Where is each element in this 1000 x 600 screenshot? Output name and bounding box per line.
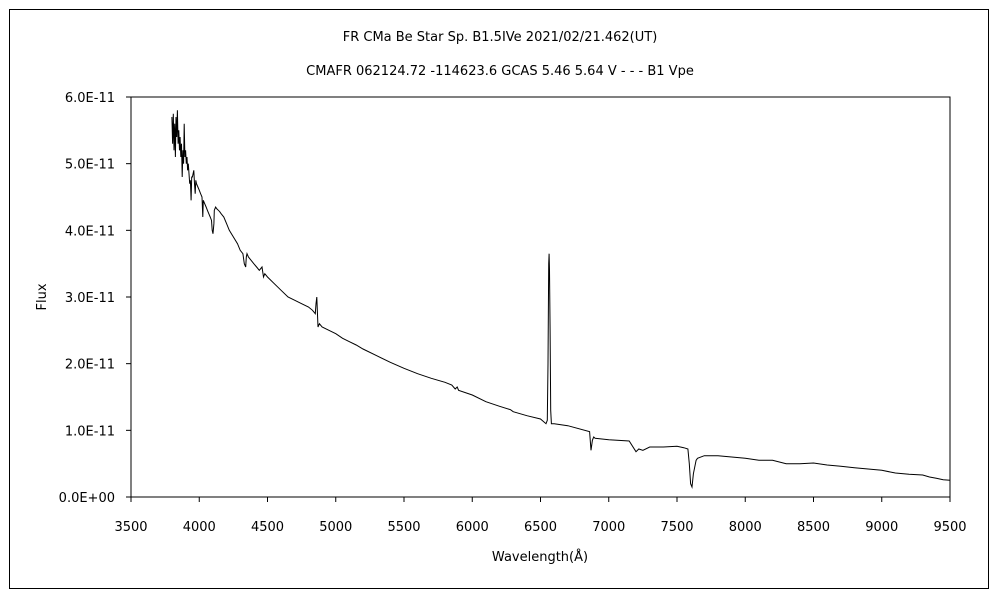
x-tick-label: 6000: [456, 520, 489, 535]
y-tick-label: 4.0E-11: [65, 224, 115, 239]
x-tick-label: 3500: [114, 520, 147, 535]
x-tick-label: 8500: [797, 520, 830, 535]
x-axis-ticks: 3500 4000 4500 5000 5500 6000 6500 7000 7500 8000…: [114, 497, 967, 535]
y-axis-label: Flux: [35, 283, 50, 310]
chart-subtitle: CMAFR 062124.72 -114623.6 GCAS 5.46 5.64…: [306, 64, 694, 79]
y-tick-label: 1.0E-11: [65, 424, 115, 439]
x-tick-label: 9000: [865, 520, 898, 535]
x-tick-label: 6500: [524, 520, 557, 535]
x-tick-label: 7000: [592, 520, 625, 535]
y-tick-label: 2.0E-11: [65, 358, 115, 373]
x-tick-label: 9500: [933, 520, 966, 535]
x-tick-label: 4500: [251, 520, 284, 535]
y-tick-label: 5.0E-11: [65, 158, 115, 173]
x-tick-label: 5500: [387, 520, 420, 535]
x-tick-label: 8000: [729, 520, 762, 535]
x-tick-label: 4000: [183, 520, 216, 535]
plot-area: [130, 96, 951, 498]
y-tick-label: 3.0E-11: [65, 291, 115, 306]
y-tick-label: 6.0E-11: [65, 91, 115, 106]
x-axis-label: Wavelength(Å): [492, 549, 588, 565]
chart-frame: [9, 9, 989, 589]
y-axis-ticks: 0.0E+00 1.0E-11 2.0E-11 3.0E-11 4.0E-11 5.0E-…: [59, 91, 131, 506]
y-tick-label: 0.0E+00: [59, 491, 115, 506]
x-tick-label: 7500: [660, 520, 693, 535]
spectrum-line: [171, 110, 951, 489]
x-tick-label: 5000: [319, 520, 352, 535]
chart-title: FR CMa Be Star Sp. B1.5IVe 2021/02/21.46…: [342, 30, 658, 45]
